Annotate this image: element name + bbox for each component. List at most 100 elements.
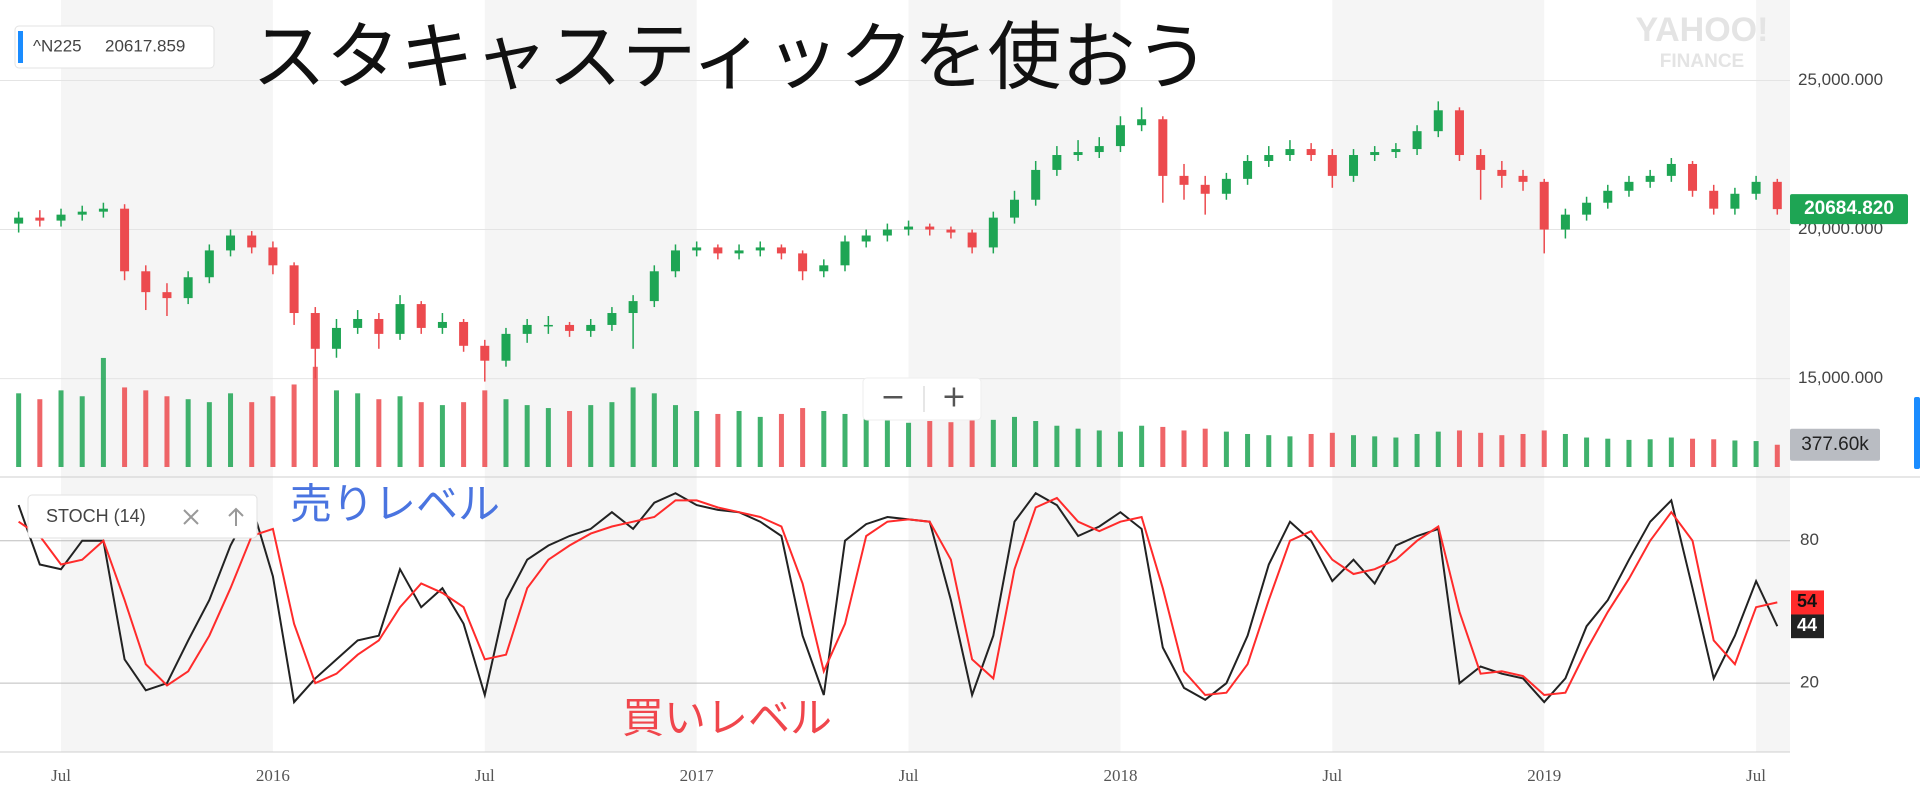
candle-body xyxy=(353,318,363,328)
candle-body xyxy=(14,217,24,224)
candle-body xyxy=(819,265,829,272)
candle-body xyxy=(1010,199,1020,218)
candle-body xyxy=(1137,119,1147,126)
candle-body xyxy=(374,318,384,334)
volume-badge-label: 377.60k xyxy=(1801,434,1869,455)
candle-body xyxy=(543,324,553,327)
volume-bar xyxy=(1117,431,1123,467)
volume-bar xyxy=(524,405,530,467)
stoch-line xyxy=(18,496,1778,697)
candle-body xyxy=(437,321,447,328)
legend-up[interactable] xyxy=(228,507,244,526)
candle-body xyxy=(56,214,66,221)
volume-bar xyxy=(884,419,890,467)
candle-body xyxy=(1645,175,1655,182)
candle-body xyxy=(1412,131,1422,150)
x-tick-label: Jul xyxy=(1322,766,1342,785)
legend-close[interactable] xyxy=(183,509,199,525)
volume-bar xyxy=(863,416,869,467)
volume-bar xyxy=(1732,440,1738,467)
volume-bar xyxy=(1075,428,1081,467)
candle-body xyxy=(226,235,236,251)
stoch-badge xyxy=(1791,614,1824,639)
legend-label: STOCH (14) xyxy=(46,506,146,526)
volume-bar xyxy=(715,413,721,467)
volume-bar xyxy=(249,402,255,467)
candle-body xyxy=(798,253,808,272)
volume-bar xyxy=(1435,431,1441,467)
zoom-out[interactable]: − xyxy=(880,380,905,415)
y-tick-label: 15,000.000 xyxy=(1798,368,1883,387)
volume-bar xyxy=(1372,436,1378,467)
candle-body xyxy=(1200,184,1210,194)
volume-bar xyxy=(37,399,43,467)
candle-body xyxy=(522,324,532,334)
volume-bar xyxy=(1456,430,1462,467)
volume-bar xyxy=(906,422,912,467)
candle-body xyxy=(98,208,108,212)
candle-body xyxy=(480,345,490,361)
candle-body xyxy=(162,292,172,299)
volume-bar xyxy=(1520,433,1526,467)
price-badge-label: 20684.820 xyxy=(1804,198,1894,219)
quote-box xyxy=(14,25,215,69)
candle-body xyxy=(1370,152,1380,156)
candle-body xyxy=(586,324,596,331)
volume-bar xyxy=(567,411,573,467)
volume-badge xyxy=(1790,428,1880,461)
candle-body xyxy=(1454,110,1464,156)
candle-body xyxy=(204,250,214,278)
candle-body xyxy=(1603,190,1613,203)
volume-bar xyxy=(1329,432,1335,467)
y-tick-label: 25,000.000 xyxy=(1798,70,1883,89)
volume-bar xyxy=(1393,437,1399,467)
candle-body xyxy=(1709,190,1719,209)
candle-body xyxy=(459,321,469,346)
candle-body xyxy=(247,235,257,248)
candle-body xyxy=(1285,149,1295,156)
volume-bar xyxy=(1626,439,1632,467)
x-tick-label: Jul xyxy=(475,766,495,785)
candle-body xyxy=(776,247,786,254)
candle-body xyxy=(1052,155,1062,170)
candle-body xyxy=(1115,125,1125,147)
volume-bar xyxy=(1351,435,1357,467)
volume-bar xyxy=(418,402,424,467)
volume-bar xyxy=(1266,435,1272,467)
period-band xyxy=(1756,0,1790,752)
volume-bar xyxy=(1054,425,1060,467)
candle-body xyxy=(946,229,956,233)
volume-bar xyxy=(1690,438,1696,467)
candle-body xyxy=(289,265,299,314)
volume-bar xyxy=(355,393,361,467)
zoom-in[interactable]: + xyxy=(941,380,966,415)
volume-bar xyxy=(545,408,551,467)
candle-body xyxy=(141,271,151,293)
volume-bar xyxy=(1139,425,1145,467)
volume-bar xyxy=(1287,436,1293,467)
volume-bar xyxy=(1668,437,1674,467)
candle-body xyxy=(734,250,744,254)
volume-bar xyxy=(672,405,678,467)
candle-body xyxy=(1751,181,1761,194)
candle-body xyxy=(1391,149,1401,153)
candle-body xyxy=(1327,155,1337,176)
candle-body xyxy=(1624,181,1634,191)
volume-bar xyxy=(1096,430,1102,467)
x-tick-label: 2017 xyxy=(680,766,715,785)
zoom-control xyxy=(862,377,982,421)
volume-bar xyxy=(609,402,615,467)
logo-bottom: FINANCE xyxy=(1660,51,1744,72)
x-tick-label: Jul xyxy=(51,766,71,785)
candle-body xyxy=(1031,169,1041,200)
candle-body xyxy=(1560,214,1570,230)
candle-body xyxy=(1179,175,1189,185)
volume-bar xyxy=(397,396,403,467)
candle-body xyxy=(1243,160,1253,179)
volume-bar xyxy=(927,421,933,467)
volume-bar xyxy=(1160,426,1166,467)
volume-bar xyxy=(1308,433,1314,467)
volume-bar xyxy=(1181,430,1187,467)
candle-body xyxy=(1476,155,1486,170)
quote-marker xyxy=(18,31,23,63)
